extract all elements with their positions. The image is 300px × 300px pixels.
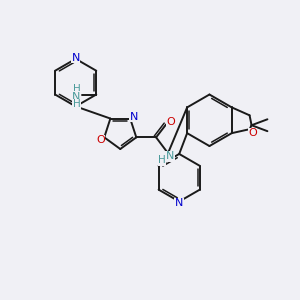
Text: H: H (73, 99, 80, 110)
Text: H: H (73, 84, 80, 94)
Text: N: N (72, 92, 81, 101)
Text: O: O (248, 128, 257, 138)
Text: N: N (130, 112, 138, 122)
Text: N: N (166, 151, 174, 161)
Text: H: H (158, 155, 166, 165)
Text: O: O (96, 135, 105, 145)
Text: O: O (167, 116, 175, 127)
Text: N: N (175, 199, 183, 208)
Text: N: N (71, 53, 80, 63)
